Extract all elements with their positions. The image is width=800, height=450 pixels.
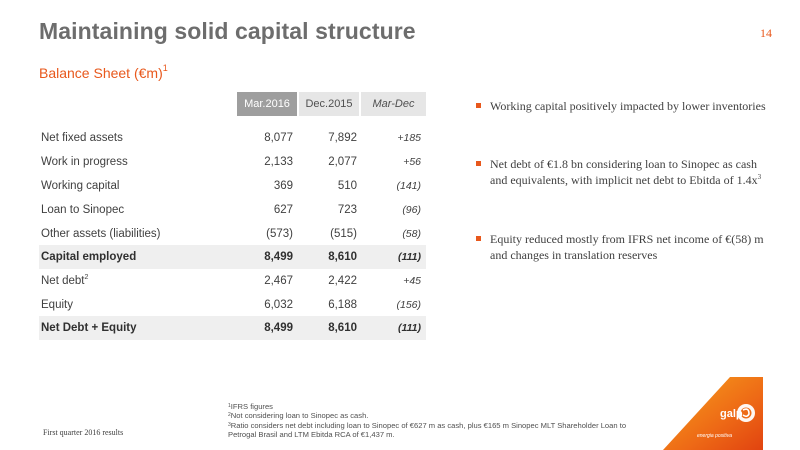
table-row: Other assets (liabilities) (573) (515) (58) [39, 222, 426, 246]
footnote-number: 2 [228, 412, 231, 419]
row-label-text: Other assets (liabilities) [41, 228, 161, 240]
page-title: Maintaining solid capital structure [39, 18, 416, 44]
value-dec-2015: 510 [337, 180, 357, 192]
galp-logo: galp energia positiva [663, 377, 763, 450]
row-label: Other assets (liabilities) [41, 222, 161, 246]
footnote-number: 1 [228, 403, 231, 409]
bullet-item: Equity reduced mostly from IFRS net inco… [476, 231, 776, 263]
value-mar-2016: 2,467 [264, 275, 293, 287]
footnote: 3Ratio considers net debt including loan… [228, 421, 648, 440]
logo-tagline: energia positiva [697, 433, 732, 439]
row-label: Net Debt + Equity [41, 316, 137, 340]
row-label: Equity [41, 293, 73, 317]
value-mar-dec: +185 [397, 132, 421, 144]
footnote-number: 3 [228, 421, 231, 428]
footnote: 2Not considering loan to Sinopec as cash… [228, 411, 648, 420]
value-mar-dec: (111) [398, 322, 421, 334]
value-mar-2016: 8,077 [264, 132, 293, 144]
table-row: Net Debt + Equity 8,499 8,610 (111) [39, 316, 426, 340]
row-label-text: Capital employed [41, 251, 137, 263]
value-dec-2015: 723 [337, 204, 357, 216]
column-header-mar-dec: Mar-Dec [361, 92, 426, 116]
row-label: Loan to Sinopec [41, 198, 124, 222]
value-dec-2015: 2,077 [328, 156, 357, 168]
balance-sheet-title-text: Balance Sheet (€m) [39, 65, 163, 81]
value-mar-dec: (141) [396, 180, 421, 192]
row-label-text: Loan to Sinopec [41, 204, 125, 216]
value-mar-2016: 2,133 [264, 156, 293, 168]
table-header: Mar.2016 Dec.2015 Mar-Dec [39, 92, 426, 116]
row-label: Net fixed assets [41, 126, 123, 150]
balance-sheet-table: Mar.2016 Dec.2015 Mar-Dec Net fixed asse… [39, 92, 426, 340]
row-label-text: Work in progress [41, 156, 128, 168]
table-row: Net fixed assets 8,077 7,892 +185 [39, 126, 426, 150]
footer-text: First quarter 2016 results [43, 428, 124, 437]
row-label: Capital employed [41, 245, 136, 269]
value-dec-2015: 7,892 [328, 132, 357, 144]
footnote-text: Ratio considers net debt including loan … [228, 420, 627, 440]
value-dec-2015: 8,610 [328, 322, 357, 334]
value-mar-2016: 627 [273, 204, 293, 216]
value-mar-dec: (58) [402, 228, 421, 240]
bullet-text: Working capital positively impacted by l… [490, 99, 766, 113]
row-label-text: Equity [41, 299, 73, 311]
bullet-item: Net debt of €1.8 bn considering loan to … [476, 156, 776, 188]
value-mar-2016: 8,499 [264, 251, 293, 263]
footnote-ref: 3 [757, 173, 762, 181]
galp-swirl-icon: galp energia positiva [663, 377, 763, 450]
row-label: Working capital [41, 174, 119, 198]
balance-sheet-title: Balance Sheet (€m)1 [39, 63, 168, 81]
value-mar-2016: 6,032 [264, 299, 293, 311]
table-row: Working capital 369 510 (141) [39, 174, 426, 198]
table-row: Loan to Sinopec 627 723 (96) [39, 198, 426, 222]
column-header-dec-2015: Dec.2015 [299, 92, 359, 116]
bullet-square-icon [476, 161, 481, 166]
value-mar-dec: +45 [403, 275, 421, 287]
value-mar-dec: (96) [402, 204, 421, 216]
value-dec-2015: 8,610 [328, 251, 357, 263]
table-row: Equity 6,032 6,188 (156) [39, 293, 426, 317]
footnote-text: Not considering loan to Sinopec as cash. [230, 411, 369, 421]
row-label-text: Net Debt + Equity [41, 322, 137, 334]
value-mar-2016: (573) [266, 228, 293, 240]
row-label-text: Net debt [41, 275, 85, 287]
row-label-text: Net fixed assets [41, 132, 123, 144]
bullet-text: Equity reduced mostly from IFRS net inco… [490, 232, 764, 262]
table-row: Capital employed 8,499 8,610 (111) [39, 245, 426, 269]
bullet-square-icon [476, 236, 481, 241]
bullet-text: Net debt of €1.8 bn considering loan to … [490, 157, 758, 187]
logo-brand: galp [720, 408, 743, 420]
column-header-mar-2016: Mar.2016 [237, 92, 297, 116]
footnote-text: IFRS figures [230, 402, 273, 411]
table-row: Net debt2 2,467 2,422 +45 [39, 269, 426, 293]
value-mar-dec: (111) [398, 251, 421, 263]
page-number: 14 [760, 26, 772, 40]
table-row: Work in progress 2,133 2,077 +56 [39, 150, 426, 174]
value-mar-2016: 8,499 [264, 322, 293, 334]
value-mar-dec: +56 [403, 156, 421, 168]
footnote-ref: 1 [162, 63, 168, 73]
bullet-item: Working capital positively impacted by l… [476, 98, 776, 114]
value-dec-2015: 6,188 [328, 299, 357, 311]
footnote-ref: 2 [84, 274, 89, 281]
value-mar-2016: 369 [273, 180, 293, 192]
value-dec-2015: 2,422 [328, 275, 357, 287]
footnotes: 1IFRS figures 2Not considering loan to Si… [228, 402, 648, 440]
row-label: Work in progress [41, 150, 128, 174]
row-label-text: Working capital [41, 180, 120, 192]
footnote: 1IFRS figures [228, 402, 648, 411]
value-dec-2015: (515) [330, 228, 357, 240]
bullet-square-icon [476, 103, 481, 108]
value-mar-dec: (156) [396, 299, 421, 311]
row-label: Net debt2 [41, 269, 88, 293]
